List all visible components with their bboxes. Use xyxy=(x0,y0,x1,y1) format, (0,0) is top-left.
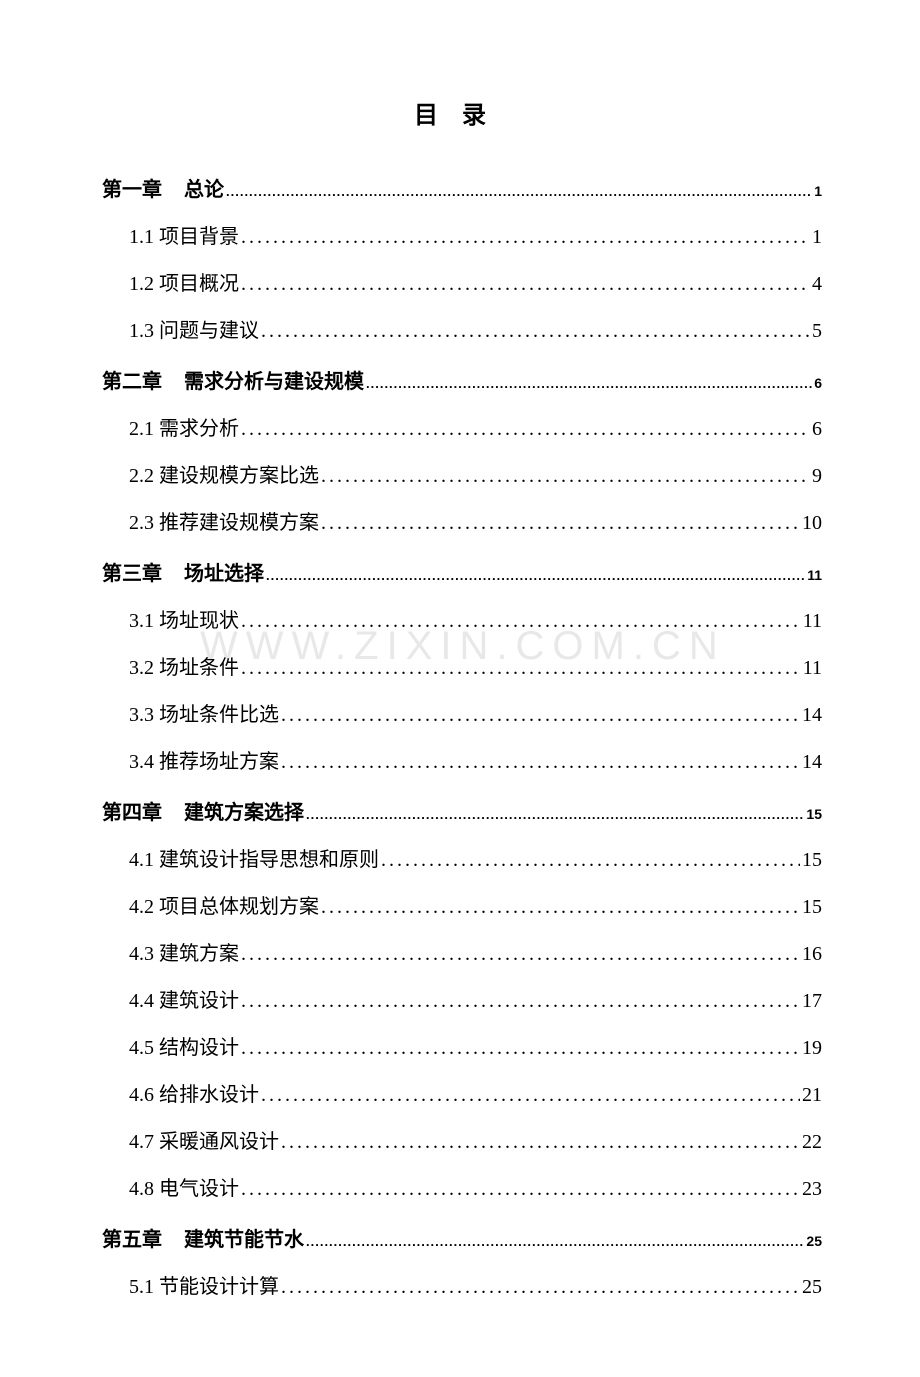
toc-subitem: 4.4 建筑设计 17 xyxy=(102,984,822,1013)
subitem-label: 1.3 问题与建议 xyxy=(129,314,259,343)
chapter-page-number: 6 xyxy=(814,375,822,391)
subitem-label: 4.3 建筑方案 xyxy=(129,937,239,966)
toc-subitem: 3.2 场址条件 11 xyxy=(102,651,822,680)
toc-subitem: 3.3 场址条件比选 14 xyxy=(102,698,822,727)
subitem-page-number: 19 xyxy=(802,1037,822,1060)
dots-leader xyxy=(306,1234,804,1249)
dots-leader xyxy=(261,1084,800,1107)
toc-subitem: 1.1 项目背景 1 xyxy=(102,220,822,249)
subitem-page-number: 14 xyxy=(802,751,822,774)
toc-subitem: 2.1 需求分析 6 xyxy=(102,412,822,441)
subitem-page-number: 9 xyxy=(812,465,822,488)
subitem-label: 4.1 建筑设计指导思想和原则 xyxy=(129,843,379,872)
subitem-label: 4.8 电气设计 xyxy=(129,1172,239,1201)
dots-leader xyxy=(241,610,801,633)
dots-leader xyxy=(281,1276,800,1299)
dots-leader xyxy=(261,320,810,343)
toc-chapter: 第二章需求分析与建设规模 6 xyxy=(102,365,822,394)
subitem-page-number: 23 xyxy=(802,1178,822,1201)
page-title: 目录 xyxy=(102,95,822,130)
subitem-page-number: 11 xyxy=(803,657,822,680)
toc-content: 目录 第一章总论11.1 项目背景 11.2 项目概况 41.3 问题与建议 5… xyxy=(102,95,822,1299)
dots-leader xyxy=(366,376,812,391)
subitem-label: 4.6 给排水设计 xyxy=(129,1078,259,1107)
toc-chapter: 第四章建筑方案选择 15 xyxy=(102,796,822,825)
dots-leader xyxy=(281,1131,800,1154)
toc-subitem: 4.5 结构设计 19 xyxy=(102,1031,822,1060)
dots-leader xyxy=(241,273,810,296)
subitem-label: 5.1 节能设计计算 xyxy=(129,1270,279,1299)
chapter-page-number: 1 xyxy=(814,183,822,199)
subitem-page-number: 16 xyxy=(802,943,822,966)
subitem-label: 3.1 场址现状 xyxy=(129,604,239,633)
chapter-label: 第二章需求分析与建设规模 xyxy=(102,365,364,394)
subitem-label: 4.2 项目总体规划方案 xyxy=(129,890,319,919)
subitem-page-number: 17 xyxy=(802,990,822,1013)
subitem-label: 3.3 场址条件比选 xyxy=(129,698,279,727)
toc-subitem: 4.6 给排水设计 21 xyxy=(102,1078,822,1107)
subitem-label: 4.4 建筑设计 xyxy=(129,984,239,1013)
subitem-page-number: 15 xyxy=(802,896,822,919)
toc-body: 第一章总论11.1 项目背景 11.2 项目概况 41.3 问题与建议 5第二章… xyxy=(102,173,822,1299)
dots-leader xyxy=(321,512,800,535)
toc-subitem: 2.2 建设规模方案比选 9 xyxy=(102,459,822,488)
dots-leader xyxy=(241,990,800,1013)
chapter-page-number: 15 xyxy=(806,806,822,822)
dots-leader xyxy=(241,943,800,966)
subitem-page-number: 14 xyxy=(802,704,822,727)
subitem-page-number: 6 xyxy=(812,418,822,441)
dots-leader xyxy=(381,849,800,872)
chapter-page-number: 11 xyxy=(807,567,822,583)
dots-leader xyxy=(281,751,800,774)
toc-subitem: 4.7 采暖通风设计 22 xyxy=(102,1125,822,1154)
toc-chapter: 第三章场址选择 11 xyxy=(102,557,822,586)
dots-leader xyxy=(226,184,812,199)
subitem-page-number: 25 xyxy=(802,1276,822,1299)
subitem-label: 2.2 建设规模方案比选 xyxy=(129,459,319,488)
subitem-label: 3.2 场址条件 xyxy=(129,651,239,680)
subitem-label: 4.7 采暖通风设计 xyxy=(129,1125,279,1154)
subitem-page-number: 1 xyxy=(812,226,822,249)
dots-leader xyxy=(241,1037,800,1060)
subitem-label: 1.2 项目概况 xyxy=(129,267,239,296)
subitem-label: 2.3 推荐建设规模方案 xyxy=(129,506,319,535)
subitem-page-number: 5 xyxy=(812,320,822,343)
subitem-page-number: 22 xyxy=(802,1131,822,1154)
toc-subitem: 1.3 问题与建议 5 xyxy=(102,314,822,343)
subitem-label: 4.5 结构设计 xyxy=(129,1031,239,1060)
dots-leader xyxy=(241,418,810,441)
toc-chapter: 第五章建筑节能节水 25 xyxy=(102,1223,822,1252)
dots-leader xyxy=(241,1178,800,1201)
toc-subitem: 4.2 项目总体规划方案 15 xyxy=(102,890,822,919)
toc-subitem: 2.3 推荐建设规模方案 10 xyxy=(102,506,822,535)
toc-chapter: 第一章总论 1 xyxy=(102,173,822,202)
chapter-label: 第五章建筑节能节水 xyxy=(102,1223,304,1252)
dots-leader xyxy=(241,226,810,249)
toc-subitem: 4.8 电气设计 23 xyxy=(102,1172,822,1201)
subitem-page-number: 4 xyxy=(812,273,822,296)
toc-subitem: 4.3 建筑方案 16 xyxy=(102,937,822,966)
dots-leader xyxy=(266,568,805,583)
toc-subitem: 3.1 场址现状 11 xyxy=(102,604,822,633)
chapter-label: 第四章建筑方案选择 xyxy=(102,796,304,825)
subitem-page-number: 11 xyxy=(803,610,822,633)
toc-subitem: 5.1 节能设计计算 25 xyxy=(102,1270,822,1299)
dots-leader xyxy=(306,807,804,822)
subitem-page-number: 10 xyxy=(802,512,822,535)
chapter-label: 第一章总论 xyxy=(102,173,224,202)
dots-leader xyxy=(281,704,800,727)
subitem-label: 2.1 需求分析 xyxy=(129,412,239,441)
chapter-page-number: 25 xyxy=(806,1233,822,1249)
dots-leader xyxy=(241,657,801,680)
toc-subitem: 4.1 建筑设计指导思想和原则 15 xyxy=(102,843,822,872)
toc-subitem: 1.2 项目概况 4 xyxy=(102,267,822,296)
subitem-label: 3.4 推荐场址方案 xyxy=(129,745,279,774)
toc-subitem: 3.4 推荐场址方案 14 xyxy=(102,745,822,774)
chapter-label: 第三章场址选择 xyxy=(102,557,264,586)
dots-leader xyxy=(321,896,800,919)
dots-leader xyxy=(321,465,810,488)
subitem-label: 1.1 项目背景 xyxy=(129,220,239,249)
subitem-page-number: 21 xyxy=(802,1084,822,1107)
subitem-page-number: 15 xyxy=(802,849,822,872)
